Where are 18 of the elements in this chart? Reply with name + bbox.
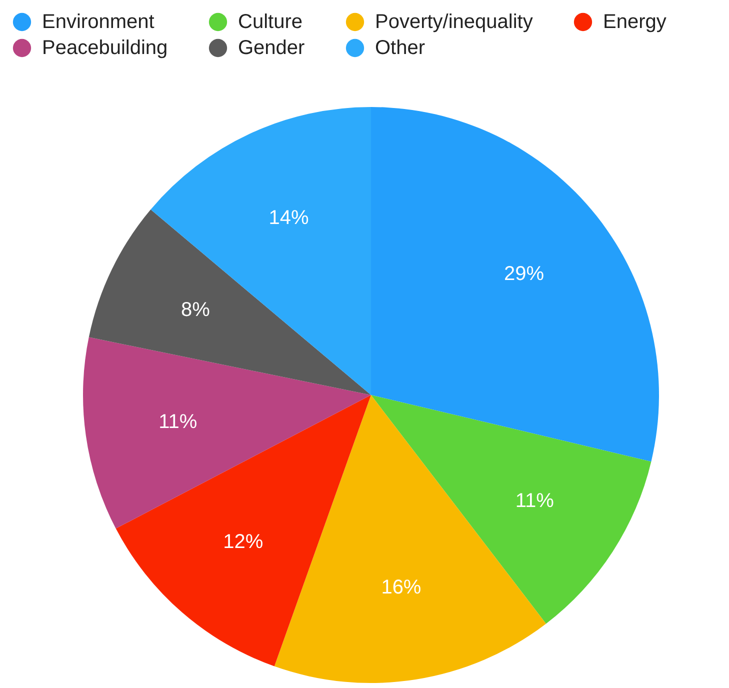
legend-label: Peacebuilding — [42, 37, 168, 59]
legend-label: Other — [375, 37, 426, 59]
legend-label: Culture — [238, 11, 302, 33]
data-label: 8% — [181, 299, 210, 322]
data-label: 29% — [504, 263, 544, 286]
legend-label: Poverty/inequality — [375, 11, 533, 33]
data-label: 11% — [158, 411, 198, 434]
pie-slice — [83, 337, 371, 529]
pie-slice — [116, 395, 371, 666]
legend-label: Gender — [238, 37, 306, 59]
data-label: 11% — [515, 490, 554, 512]
pie-slice — [371, 395, 652, 624]
legend-label: Environment — [42, 11, 155, 33]
pie-slice — [88, 209, 371, 395]
legend-label: Energy — [603, 11, 666, 33]
data-label: 14% — [268, 207, 309, 230]
data-label: 12% — [223, 531, 264, 554]
data-label: 16% — [381, 576, 422, 599]
